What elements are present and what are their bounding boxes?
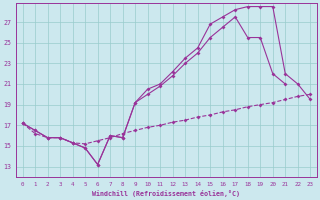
X-axis label: Windchill (Refroidissement éolien,°C): Windchill (Refroidissement éolien,°C) xyxy=(92,190,240,197)
